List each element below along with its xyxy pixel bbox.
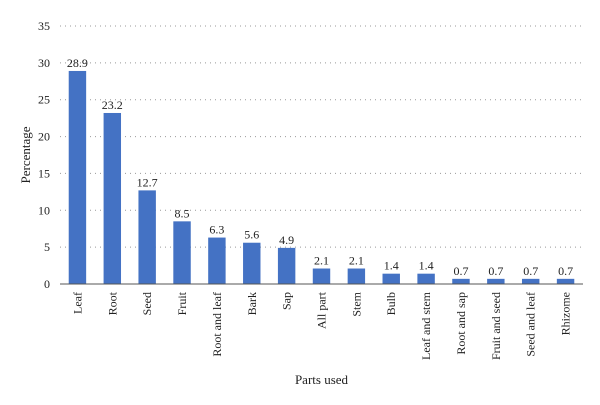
y-tick-label: 15 <box>38 166 50 180</box>
bar <box>208 237 226 284</box>
bars: 28.9 23.2 12.7 8.5 6.3 5.6 4.9 2.1 2.1 1.4 1.4 0.7 0… <box>67 56 575 285</box>
bar <box>417 273 435 284</box>
data-label: 28.9 <box>67 56 88 70</box>
x-tick-label: Rhizome <box>559 292 573 335</box>
data-label: 0.7 <box>558 264 573 278</box>
x-tick-label: Leaf <box>70 292 84 314</box>
x-axis-title: Parts used <box>295 372 349 387</box>
data-label: 0.7 <box>488 264 503 278</box>
y-tick-label: 35 <box>38 19 50 33</box>
y-tick-label: 0 <box>44 277 50 291</box>
grid-layer <box>60 25 583 248</box>
data-label: 1.4 <box>419 259 434 273</box>
bar <box>556 278 575 284</box>
y-tick-label: 10 <box>38 203 50 217</box>
x-tick-label: Leaf and stem <box>419 291 433 360</box>
y-axis: 0 5 10 15 20 25 30 35 <box>38 19 50 291</box>
bar <box>312 268 331 284</box>
y-tick-label: 30 <box>38 56 50 70</box>
x-tick-label: Root <box>105 291 119 315</box>
data-label: 0.7 <box>453 264 468 278</box>
data-label: 2.1 <box>314 254 329 268</box>
y-tick-label: 20 <box>38 130 50 144</box>
y-tick-label: 5 <box>44 240 50 254</box>
data-label: 1.4 <box>384 259 399 273</box>
bar <box>347 268 366 284</box>
x-axis: Leaf Root Seed Fruit Root and leaf Bark Sap All… <box>60 283 583 360</box>
data-label: 0.7 <box>523 264 538 278</box>
x-tick-label: Sap <box>280 292 294 310</box>
bar <box>487 278 505 284</box>
data-label: 8.5 <box>175 206 190 220</box>
bar <box>521 278 540 284</box>
x-tick-label: Bulb <box>384 292 398 315</box>
bar <box>173 221 191 284</box>
data-label: 6.3 <box>209 223 224 237</box>
x-tick-label: Seed <box>140 292 154 315</box>
x-tick-label: All part <box>315 291 329 329</box>
data-label: 5.6 <box>244 228 259 242</box>
x-tick-label: Stem <box>349 291 363 316</box>
bar <box>103 112 122 285</box>
x-tick-label: Fruit <box>175 291 189 315</box>
bar <box>243 242 261 284</box>
bar <box>68 70 87 284</box>
y-tick-label: 25 <box>38 93 50 107</box>
data-label: 12.7 <box>137 175 158 189</box>
data-label: 23.2 <box>102 98 123 112</box>
bar <box>382 273 400 284</box>
x-tick-label: Root and sap <box>454 292 468 355</box>
x-tick-label: Root and leaf <box>210 292 224 357</box>
bar <box>138 190 156 284</box>
x-tick-label: Bark <box>245 292 259 315</box>
x-tick-label: Fruit and seed <box>489 292 503 360</box>
bar <box>277 247 296 284</box>
data-label: 4.9 <box>279 233 294 247</box>
data-label: 2.1 <box>349 254 364 268</box>
x-tick-label: Seed and leaf <box>524 292 538 357</box>
y-axis-title: Percentage <box>18 126 33 183</box>
bar <box>452 278 470 284</box>
